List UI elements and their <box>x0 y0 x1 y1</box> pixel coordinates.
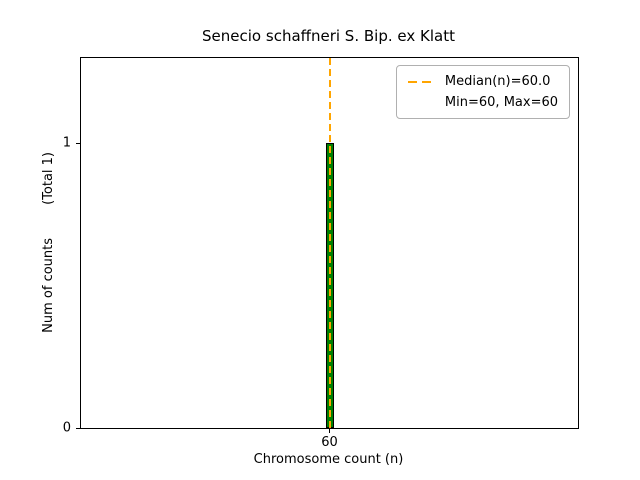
legend-label-median: Median(n)=60.0 <box>444 74 551 89</box>
y-axis-label: Num of counts (Total 1) <box>40 151 56 333</box>
median-line-legend-swatch <box>407 80 436 83</box>
x-tick-label-0: 60 <box>321 435 338 450</box>
x-axis-label: Chromosome count (n) <box>253 452 404 467</box>
y-axis-label-wrap: Num of counts (Total 1) <box>40 57 56 427</box>
x-tick-mark-0 <box>329 429 330 433</box>
median-line <box>328 58 331 428</box>
legend-row-minmax: Min=60, Max=60 <box>408 95 558 110</box>
y-tick-mark-1 <box>76 142 80 144</box>
y-tick-label-1: 1 <box>62 135 71 151</box>
y-tick-mark-0 <box>76 427 80 429</box>
legend-swatch-empty <box>408 102 436 104</box>
legend-row-median: Median(n)=60.0 <box>407 74 558 89</box>
legend: Median(n)=60.0 Min=60, Max=60 <box>395 65 570 119</box>
chart-title: Senecio schaffneri S. Bip. ex Klatt <box>202 27 455 45</box>
plot-area: 0 1 60 Median(n)=60.0 Min=60, Max=60 <box>63 57 579 449</box>
legend-label-minmax: Min=60, Max=60 <box>444 95 558 110</box>
y-tick-label-0: 0 <box>62 420 71 436</box>
